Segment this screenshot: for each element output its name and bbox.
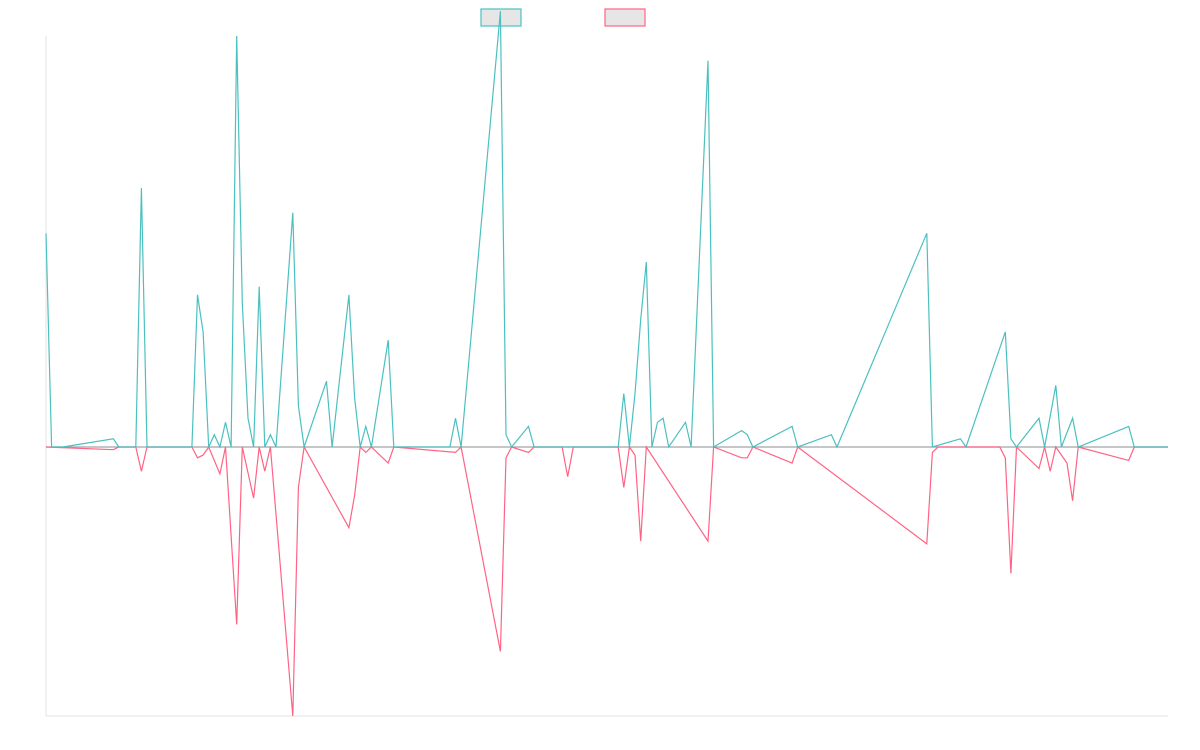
series-line-2	[45, 445, 1168, 717]
series-layer	[45, 11, 1168, 717]
series-line-1	[45, 11, 1168, 449]
legend	[480, 8, 646, 27]
legend-swatch-2[interactable]	[604, 8, 646, 27]
